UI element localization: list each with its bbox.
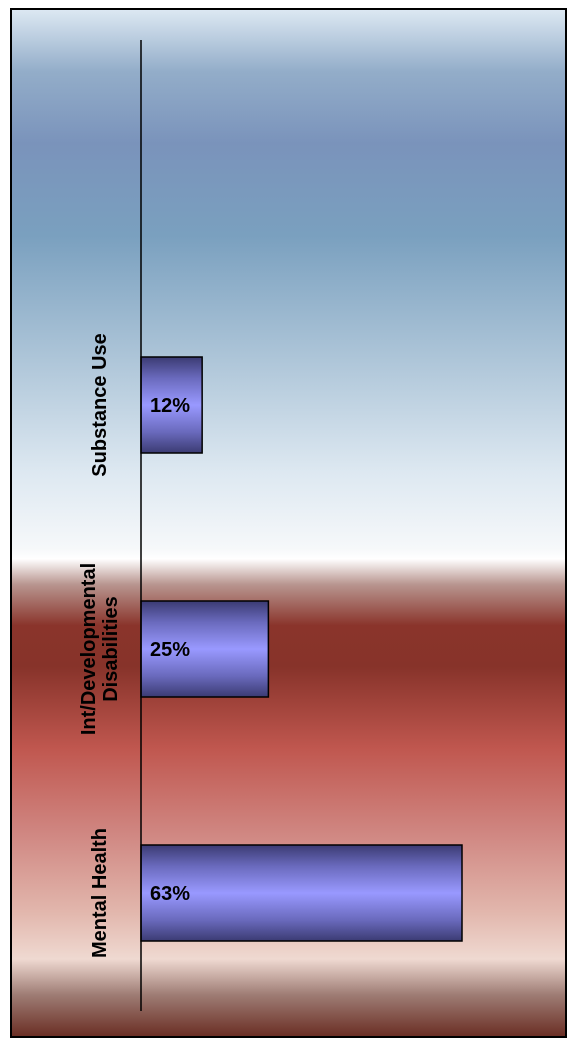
- bar-3: [140, 844, 463, 942]
- bar-1: [140, 356, 203, 454]
- bars-group: [140, 356, 463, 942]
- category-label-2: Int/DevelopmentalDisabilities: [78, 563, 122, 735]
- data-label-1: 12%: [150, 395, 190, 417]
- category-label-1: Substance Use: [89, 333, 111, 476]
- category-label-3: Mental Health: [89, 828, 111, 958]
- labels-group: 12% Substance Use 25% Int/DevelopmentalDisa…: [78, 333, 190, 958]
- bar-chart: 12% Substance Use 25% Int/DevelopmentalDisa…: [12, 10, 565, 1036]
- data-label-3: 63%: [150, 883, 190, 905]
- chart-frame: 12% Substance Use 25% Int/DevelopmentalDisa…: [10, 8, 567, 1038]
- data-label-2: 25%: [150, 639, 190, 661]
- bar-2: [140, 600, 270, 698]
